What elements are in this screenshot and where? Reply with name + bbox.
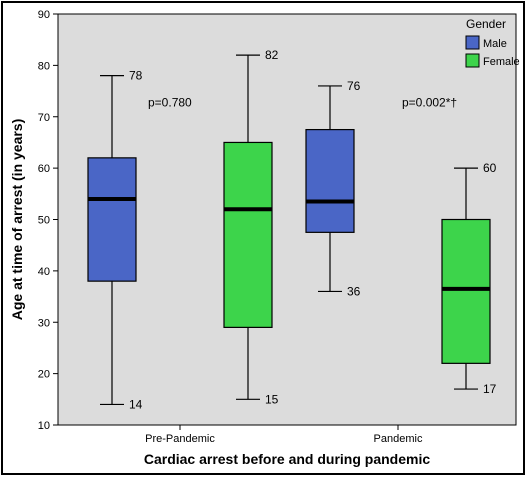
y-tick-label: 40 [38,266,50,278]
min-label: 15 [265,392,279,406]
legend-label: Male [483,38,507,50]
y-axis-title: Age at time of arrest (in years) [9,119,25,321]
y-tick-label: 10 [38,420,50,432]
y-tick-label: 90 [38,9,50,21]
max-label: 60 [483,161,497,175]
x-tick-label: Pandemic [374,433,423,445]
y-tick-label: 30 [38,317,50,329]
box-male [87,157,137,282]
legend-swatch [465,53,480,68]
y-tick-label: 20 [38,369,50,381]
min-label: 14 [129,397,143,411]
max-label: 76 [347,79,361,93]
y-tick-label: 60 [38,163,50,175]
legend-title: Gender [466,17,506,31]
p-value-annotation: p=0.780 [148,95,192,109]
y-tick-label: 70 [38,112,50,124]
x-tick-label: Pre-Pandemic [145,433,215,445]
legend-label: Female [483,56,520,68]
box-male [305,128,355,233]
box-female [223,141,273,328]
p-value-annotation: p=0.002*† [402,95,457,109]
max-label: 78 [129,69,143,83]
min-label: 17 [483,382,497,396]
min-label: 36 [347,284,361,298]
y-tick-label: 80 [38,60,50,72]
box-female [441,218,491,364]
legend-swatch [465,35,480,50]
y-tick-label: 50 [38,215,50,227]
max-label: 82 [265,48,279,62]
x-axis-title: Cardiac arrest before and during pandemi… [144,451,431,467]
